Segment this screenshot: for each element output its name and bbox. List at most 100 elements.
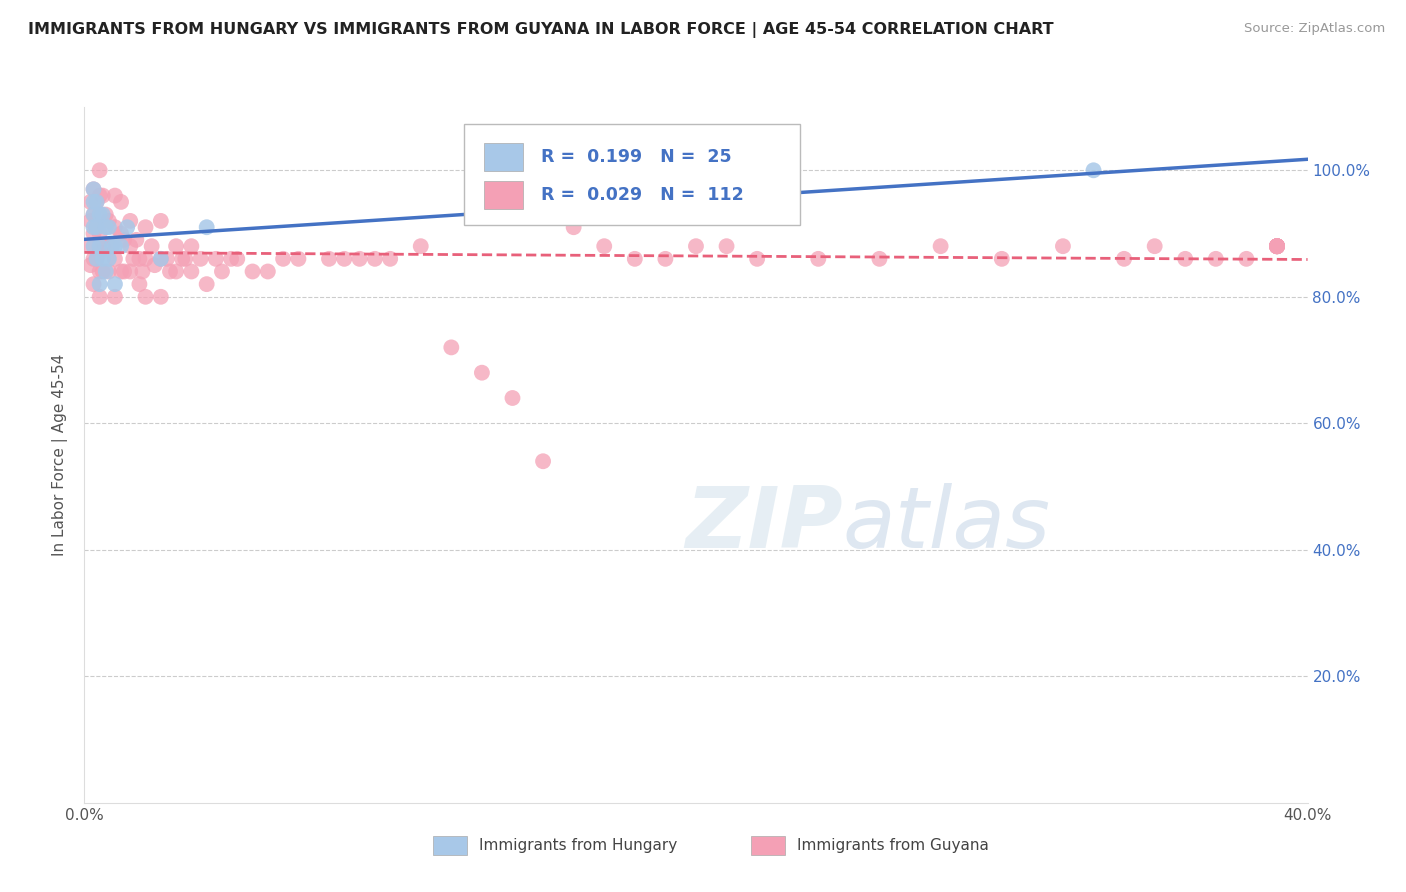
Point	[1265, 239, 1288, 253]
Text: Immigrants from Guyana: Immigrants from Guyana	[797, 838, 990, 853]
Point	[869, 252, 891, 266]
Point	[149, 252, 172, 266]
Point	[1265, 239, 1288, 253]
Point	[91, 252, 114, 266]
Point	[654, 252, 676, 266]
Point	[89, 208, 111, 222]
Point	[86, 220, 108, 235]
Point	[226, 252, 249, 266]
Point	[1265, 239, 1288, 253]
Point	[97, 239, 120, 253]
Text: R =  0.199   N =  25: R = 0.199 N = 25	[541, 148, 731, 166]
Point	[89, 264, 111, 278]
Point	[1265, 239, 1288, 253]
Point	[97, 264, 120, 278]
Point	[1265, 239, 1288, 253]
Point	[89, 188, 111, 202]
Point	[120, 214, 142, 228]
Point	[271, 252, 294, 266]
Point	[143, 258, 166, 272]
Point	[101, 239, 124, 253]
Point	[89, 239, 111, 253]
Point	[83, 220, 105, 235]
Point	[86, 220, 108, 235]
Point	[440, 340, 463, 354]
Point	[1265, 239, 1288, 253]
Point	[131, 264, 153, 278]
Point	[94, 239, 117, 253]
Point	[747, 252, 769, 266]
Point	[97, 220, 120, 235]
Text: R =  0.029   N =  112: R = 0.029 N = 112	[541, 186, 744, 204]
Point	[380, 252, 402, 266]
Point	[104, 239, 127, 253]
Point	[83, 252, 105, 266]
Point	[929, 239, 952, 253]
Point	[89, 277, 111, 292]
Point	[83, 208, 105, 222]
Point	[1205, 252, 1227, 266]
Point	[104, 277, 127, 292]
Point	[174, 252, 197, 266]
Text: Immigrants from Hungary: Immigrants from Hungary	[479, 838, 678, 853]
Point	[1236, 252, 1258, 266]
Point	[257, 264, 280, 278]
Point	[159, 264, 181, 278]
Point	[149, 290, 172, 304]
Point	[83, 239, 105, 253]
Point	[110, 264, 132, 278]
Point	[91, 188, 114, 202]
Point	[1265, 239, 1288, 253]
Point	[1143, 239, 1166, 253]
Point	[86, 252, 108, 266]
Point	[86, 252, 108, 266]
Point	[89, 290, 111, 304]
Point	[89, 163, 111, 178]
Text: atlas: atlas	[842, 483, 1050, 566]
Point	[1265, 239, 1288, 253]
Point	[91, 214, 114, 228]
Point	[195, 277, 218, 292]
Point	[991, 252, 1014, 266]
Point	[79, 214, 101, 228]
FancyBboxPatch shape	[484, 181, 523, 210]
Point	[79, 194, 101, 209]
Point	[1174, 252, 1197, 266]
Text: IMMIGRANTS FROM HUNGARY VS IMMIGRANTS FROM GUYANA IN LABOR FORCE | AGE 45-54 COR: IMMIGRANTS FROM HUNGARY VS IMMIGRANTS FR…	[28, 22, 1053, 38]
Point	[89, 245, 111, 260]
Point	[94, 208, 117, 222]
Point	[122, 252, 145, 266]
Point	[141, 239, 163, 253]
Point	[135, 220, 157, 235]
Point	[120, 239, 142, 253]
FancyBboxPatch shape	[464, 124, 800, 226]
Point	[149, 214, 172, 228]
Point	[89, 227, 111, 241]
Point	[86, 194, 108, 209]
Point	[112, 233, 135, 247]
Point	[128, 252, 150, 266]
Point	[685, 239, 707, 253]
Point	[1265, 239, 1288, 253]
Point	[94, 220, 117, 235]
Point	[190, 252, 212, 266]
Point	[120, 264, 142, 278]
Point	[349, 252, 371, 266]
Point	[104, 252, 127, 266]
Point	[287, 252, 309, 266]
Point	[83, 194, 105, 209]
Point	[89, 208, 111, 222]
Point	[97, 252, 120, 266]
Point	[128, 277, 150, 292]
Point	[593, 239, 616, 253]
Point	[807, 252, 830, 266]
Point	[104, 220, 127, 235]
Point	[135, 290, 157, 304]
Point	[1265, 239, 1288, 253]
Point	[1083, 163, 1105, 178]
Point	[104, 188, 127, 202]
Point	[409, 239, 432, 253]
Point	[91, 239, 114, 253]
Point	[471, 366, 494, 380]
Text: ZIP: ZIP	[685, 483, 842, 566]
